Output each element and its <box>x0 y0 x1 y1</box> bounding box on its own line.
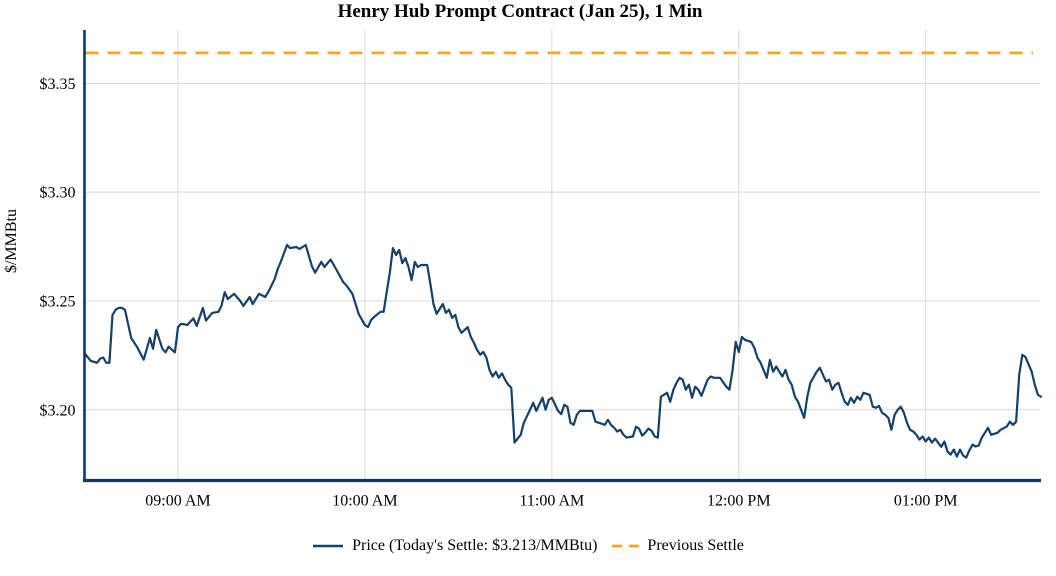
price-line-swatch-icon <box>313 544 344 548</box>
x-tick-label: 12:00 PM <box>707 493 771 510</box>
y-tick-label: $3.30 <box>40 185 76 202</box>
previous-settle-swatch-icon <box>612 544 640 548</box>
x-tick-label: 01:00 PM <box>894 493 958 510</box>
legend-item-previous-settle: Previous Settle <box>611 537 744 555</box>
legend-item-price: Price (Today's Settle: $3.213/MMBtu) <box>312 537 597 555</box>
chart-title: Henry Hub Prompt Contract (Jan 25), 1 Mi… <box>337 1 703 22</box>
x-tick-label: 11:00 AM <box>519 493 584 510</box>
y-tick-label: $3.35 <box>40 76 76 93</box>
legend-label-previous-settle: Previous Settle <box>647 537 744 554</box>
chart-legend: Price (Today's Settle: $3.213/MMBtu) Pre… <box>0 537 1056 555</box>
x-tick-label: 09:00 AM <box>145 493 210 510</box>
price-line <box>83 243 1043 459</box>
y-tick-label: $3.25 <box>40 293 76 310</box>
legend-label-price: Price (Today's Settle: $3.213/MMBtu) <box>352 537 598 554</box>
x-tick-label: 10:00 AM <box>332 493 397 510</box>
y-tick-label: $3.20 <box>40 402 76 419</box>
